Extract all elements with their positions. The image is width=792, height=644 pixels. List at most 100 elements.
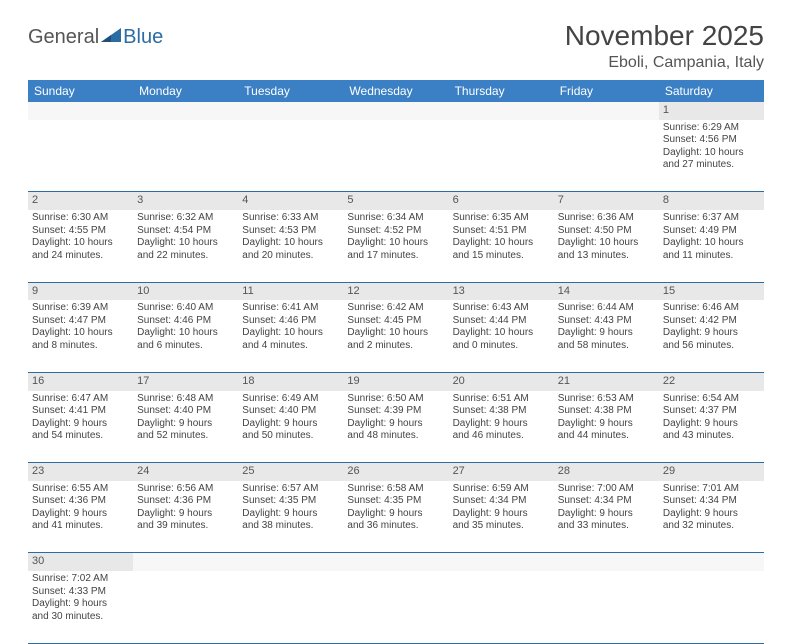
- day-number: 21: [554, 372, 659, 390]
- day-number: 13: [449, 282, 554, 300]
- day-number: 6: [449, 192, 554, 210]
- day-cell: Sunrise: 7:01 AMSunset: 4:34 PMDaylight:…: [659, 481, 764, 553]
- day2-text: and 15 minutes.: [453, 250, 550, 263]
- day2-text: and 2 minutes.: [347, 340, 444, 353]
- sunset-text: Sunset: 4:47 PM: [32, 315, 129, 328]
- day-cell: Sunrise: 6:33 AMSunset: 4:53 PMDaylight:…: [238, 210, 343, 282]
- day-number: 30: [28, 553, 133, 571]
- day-number: [133, 553, 238, 571]
- day1-text: Daylight: 10 hours: [453, 327, 550, 340]
- day-number: [554, 102, 659, 120]
- day-number: 20: [449, 372, 554, 390]
- day2-text: and 43 minutes.: [663, 430, 760, 443]
- day2-text: and 11 minutes.: [663, 250, 760, 263]
- day-cell: Sunrise: 6:59 AMSunset: 4:34 PMDaylight:…: [449, 481, 554, 553]
- day1-text: Daylight: 10 hours: [663, 237, 760, 250]
- sunrise-text: Sunrise: 6:39 AM: [32, 302, 129, 315]
- day2-text: and 41 minutes.: [32, 520, 129, 533]
- day-header: Saturday: [659, 80, 764, 102]
- sunrise-text: Sunrise: 6:58 AM: [347, 483, 444, 496]
- title-block: November 2025 Eboli, Campania, Italy: [565, 20, 764, 72]
- day-cell: Sunrise: 6:49 AMSunset: 4:40 PMDaylight:…: [238, 391, 343, 463]
- sunrise-text: Sunrise: 6:37 AM: [663, 212, 760, 225]
- day-number-row: 1: [28, 102, 764, 120]
- day2-text: and 36 minutes.: [347, 520, 444, 533]
- day1-text: Daylight: 9 hours: [242, 418, 339, 431]
- sunset-text: Sunset: 4:45 PM: [347, 315, 444, 328]
- location-text: Eboli, Campania, Italy: [565, 54, 764, 72]
- day-number: 12: [343, 282, 448, 300]
- day-header: Tuesday: [238, 80, 343, 102]
- day1-text: Daylight: 9 hours: [558, 327, 655, 340]
- sunset-text: Sunset: 4:46 PM: [242, 315, 339, 328]
- sunset-text: Sunset: 4:43 PM: [558, 315, 655, 328]
- sunrise-text: Sunrise: 7:00 AM: [558, 483, 655, 496]
- day-cell: Sunrise: 6:43 AMSunset: 4:44 PMDaylight:…: [449, 300, 554, 372]
- day1-text: Daylight: 10 hours: [242, 237, 339, 250]
- day-cell: Sunrise: 6:41 AMSunset: 4:46 PMDaylight:…: [238, 300, 343, 372]
- sunset-text: Sunset: 4:50 PM: [558, 225, 655, 238]
- sunrise-text: Sunrise: 6:54 AM: [663, 393, 760, 406]
- day-header: Monday: [133, 80, 238, 102]
- day-cell: Sunrise: 6:57 AMSunset: 4:35 PMDaylight:…: [238, 481, 343, 553]
- day1-text: Daylight: 10 hours: [32, 327, 129, 340]
- sunrise-text: Sunrise: 6:43 AM: [453, 302, 550, 315]
- day-number: 17: [133, 372, 238, 390]
- sunset-text: Sunset: 4:49 PM: [663, 225, 760, 238]
- day-number: 27: [449, 463, 554, 481]
- sunset-text: Sunset: 4:51 PM: [453, 225, 550, 238]
- sunrise-text: Sunrise: 6:50 AM: [347, 393, 444, 406]
- sunset-text: Sunset: 4:36 PM: [137, 495, 234, 508]
- page-title: November 2025: [565, 20, 764, 52]
- sunrise-text: Sunrise: 6:57 AM: [242, 483, 339, 496]
- day-cell: [554, 571, 659, 643]
- day-number: [238, 102, 343, 120]
- day1-text: Daylight: 9 hours: [242, 508, 339, 521]
- day1-text: Daylight: 9 hours: [137, 508, 234, 521]
- day-header: Wednesday: [343, 80, 448, 102]
- sunrise-text: Sunrise: 6:47 AM: [32, 393, 129, 406]
- day1-text: Daylight: 10 hours: [347, 237, 444, 250]
- day-cell: [554, 120, 659, 192]
- sunrise-text: Sunrise: 6:36 AM: [558, 212, 655, 225]
- header: General Blue November 2025 Eboli, Campan…: [28, 20, 764, 72]
- sunset-text: Sunset: 4:44 PM: [453, 315, 550, 328]
- day2-text: and 32 minutes.: [663, 520, 760, 533]
- day2-text: and 56 minutes.: [663, 340, 760, 353]
- sunrise-text: Sunrise: 6:56 AM: [137, 483, 234, 496]
- day-number: 8: [659, 192, 764, 210]
- sunrise-text: Sunrise: 6:49 AM: [242, 393, 339, 406]
- day-cell: Sunrise: 6:39 AMSunset: 4:47 PMDaylight:…: [28, 300, 133, 372]
- sunset-text: Sunset: 4:40 PM: [242, 405, 339, 418]
- day-number: 10: [133, 282, 238, 300]
- day1-text: Daylight: 9 hours: [32, 508, 129, 521]
- day1-text: Daylight: 10 hours: [558, 237, 655, 250]
- day-cell: [133, 571, 238, 643]
- day-cell: Sunrise: 6:51 AMSunset: 4:38 PMDaylight:…: [449, 391, 554, 463]
- day-cell: [449, 571, 554, 643]
- day1-text: Daylight: 9 hours: [663, 327, 760, 340]
- day-header-row: SundayMondayTuesdayWednesdayThursdayFrid…: [28, 80, 764, 102]
- day-cell: Sunrise: 6:56 AMSunset: 4:36 PMDaylight:…: [133, 481, 238, 553]
- sunrise-text: Sunrise: 6:55 AM: [32, 483, 129, 496]
- day-number: 3: [133, 192, 238, 210]
- day1-text: Daylight: 9 hours: [453, 418, 550, 431]
- day-number: 19: [343, 372, 448, 390]
- day-cell: Sunrise: 6:42 AMSunset: 4:45 PMDaylight:…: [343, 300, 448, 372]
- day-header: Thursday: [449, 80, 554, 102]
- sunset-text: Sunset: 4:46 PM: [137, 315, 234, 328]
- sunset-text: Sunset: 4:52 PM: [347, 225, 444, 238]
- day2-text: and 50 minutes.: [242, 430, 339, 443]
- day2-text: and 27 minutes.: [663, 159, 760, 172]
- day1-text: Daylight: 9 hours: [558, 418, 655, 431]
- day2-text: and 48 minutes.: [347, 430, 444, 443]
- day-cell: [343, 571, 448, 643]
- sunset-text: Sunset: 4:55 PM: [32, 225, 129, 238]
- day-number: 16: [28, 372, 133, 390]
- day1-text: Daylight: 9 hours: [32, 418, 129, 431]
- sunset-text: Sunset: 4:37 PM: [663, 405, 760, 418]
- day-number: 5: [343, 192, 448, 210]
- day1-text: Daylight: 10 hours: [32, 237, 129, 250]
- day2-text: and 17 minutes.: [347, 250, 444, 263]
- sunset-text: Sunset: 4:39 PM: [347, 405, 444, 418]
